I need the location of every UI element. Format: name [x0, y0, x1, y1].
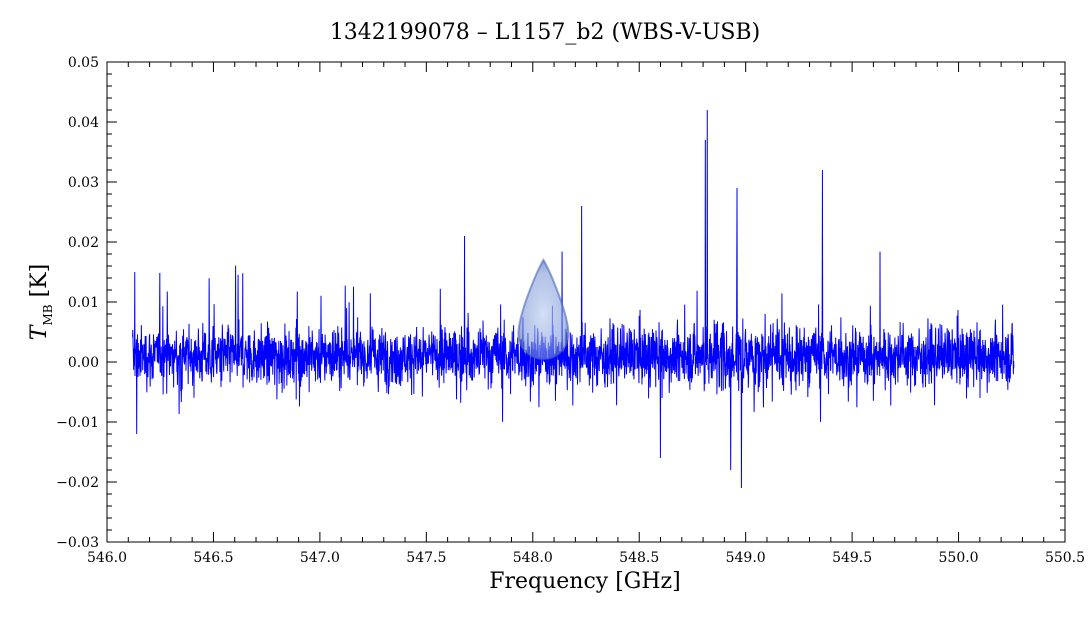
x-tick-label: 548.0 [513, 550, 553, 566]
droplet-marker-icon [517, 258, 570, 360]
y-tick-label: 0.03 [68, 175, 99, 191]
axis-ticks [106, 61, 1066, 543]
x-tick-label: 546.5 [193, 550, 233, 566]
x-tick-labels: 546.0 546.5 547.0 547.5 548.0 548.5 549.0 549.5… [87, 550, 1085, 566]
y-tick-label: 0.02 [68, 235, 99, 251]
x-axis-title: Frequency [GHz] [489, 569, 681, 594]
x-tick-label: 546.0 [87, 550, 127, 566]
y-axis-symbol: T [27, 323, 52, 340]
y-tick-label: 0.01 [68, 295, 99, 311]
y-axis-subscript: MB [41, 304, 55, 325]
y-tick-label: −0.02 [56, 475, 99, 491]
chart-title: 1342199078 – L1157_b2 (WBS-V-USB) [330, 20, 760, 45]
x-tick-label: 548.5 [619, 550, 659, 566]
y-tick-labels: −0.03 −0.02 −0.01 0.00 0.01 0.02 0.03 0.04 0.05 [56, 55, 99, 551]
spectrum-series-line [132, 109, 1015, 489]
x-tick-label: 550.5 [1045, 550, 1085, 566]
y-tick-label: 0.05 [68, 55, 99, 71]
x-tick-label: 549.5 [832, 550, 872, 566]
y-axis-title: TMB [K] [27, 264, 55, 340]
y-tick-label: −0.01 [56, 415, 99, 431]
plot-frame [106, 61, 1066, 543]
x-tick-label: 547.0 [300, 550, 340, 566]
y-tick-label: −0.03 [56, 535, 99, 551]
y-axis-unit-space [27, 297, 52, 304]
plot-area [132, 109, 1015, 489]
y-tick-label: 0.04 [68, 115, 99, 131]
y-axis-unit: [K] [27, 264, 52, 298]
x-tick-label: 549.0 [726, 550, 766, 566]
x-tick-label: 550.0 [939, 550, 979, 566]
y-tick-label: 0.00 [68, 355, 99, 371]
x-tick-label: 547.5 [406, 550, 446, 566]
